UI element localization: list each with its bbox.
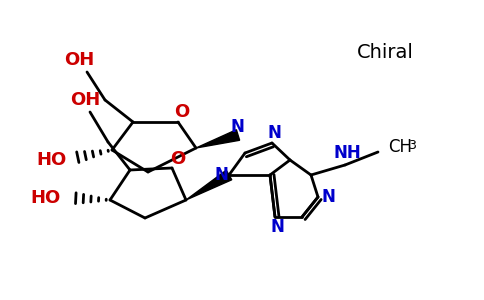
Polygon shape xyxy=(186,170,232,200)
Text: HO: HO xyxy=(30,189,60,207)
Polygon shape xyxy=(196,130,240,148)
Text: N: N xyxy=(270,218,284,236)
Text: OH: OH xyxy=(64,51,94,69)
Text: N: N xyxy=(321,188,335,206)
Text: Chiral: Chiral xyxy=(357,43,413,61)
Text: CH: CH xyxy=(388,138,412,156)
Text: O: O xyxy=(170,150,186,168)
Text: OH: OH xyxy=(70,91,100,109)
Text: 3: 3 xyxy=(408,139,416,152)
Text: N: N xyxy=(267,124,281,142)
Text: O: O xyxy=(174,103,190,121)
Text: NH: NH xyxy=(333,144,361,162)
Text: N: N xyxy=(230,118,244,136)
Text: HO: HO xyxy=(37,151,67,169)
Text: N: N xyxy=(214,166,228,184)
